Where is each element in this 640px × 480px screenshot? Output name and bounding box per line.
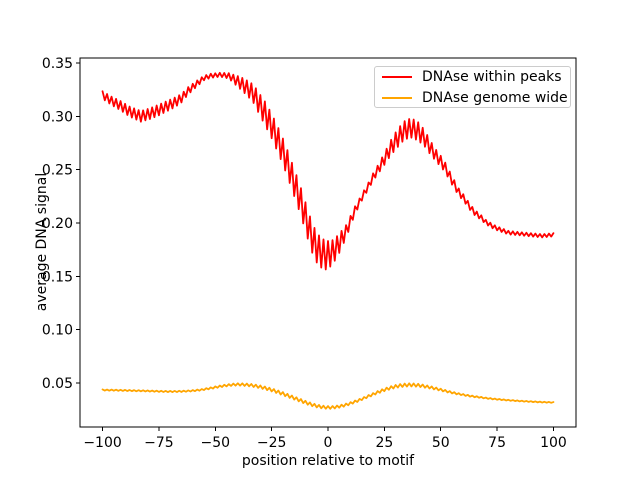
x-tick-label: 25 (375, 435, 393, 451)
y-tick-label: 0.05 (42, 376, 73, 392)
line-series-0 (101, 71, 555, 271)
legend-label-dnase-genome-wide: DNAse genome wide (422, 89, 568, 106)
x-tick-label: 50 (432, 435, 450, 451)
x-tick-label: −100 (83, 435, 121, 451)
y-tick-label: 0.15 (42, 269, 73, 285)
y-tick-label: 0.20 (42, 216, 73, 232)
orange-line-swatch-icon (382, 96, 412, 99)
y-tick-label: 0.10 (42, 323, 73, 339)
y-tick-label: 0.35 (42, 56, 73, 72)
legend-item-dnase-within-peaks: DNAse within peaks (382, 69, 563, 85)
red-line-swatch-icon (382, 75, 412, 78)
x-tick-label: −50 (200, 435, 230, 451)
y-tick-label: 0.25 (42, 163, 73, 179)
legend: DNAse within peaks DNAse genome wide (374, 66, 571, 108)
axes-frame (79, 57, 577, 428)
x-tick-label: 100 (540, 435, 567, 451)
data-series-layer (101, 71, 555, 410)
legend-item-dnase-genome-wide: DNAse genome wide (382, 90, 568, 106)
x-tick-label: 75 (488, 435, 506, 451)
x-tick-label: −75 (144, 435, 174, 451)
x-tick-label: −25 (257, 435, 287, 451)
line-series-1 (101, 382, 555, 410)
y-tick-label: 0.30 (42, 109, 73, 125)
axis-tick-layer: −100 −75 −50 −25 0 25 50 75 100 0.05 0.10 0.15 0.20 0… (42, 56, 567, 451)
x-tick-label: 0 (324, 435, 333, 451)
legend-label-dnase-within-peaks: DNAse within peaks (422, 68, 562, 85)
